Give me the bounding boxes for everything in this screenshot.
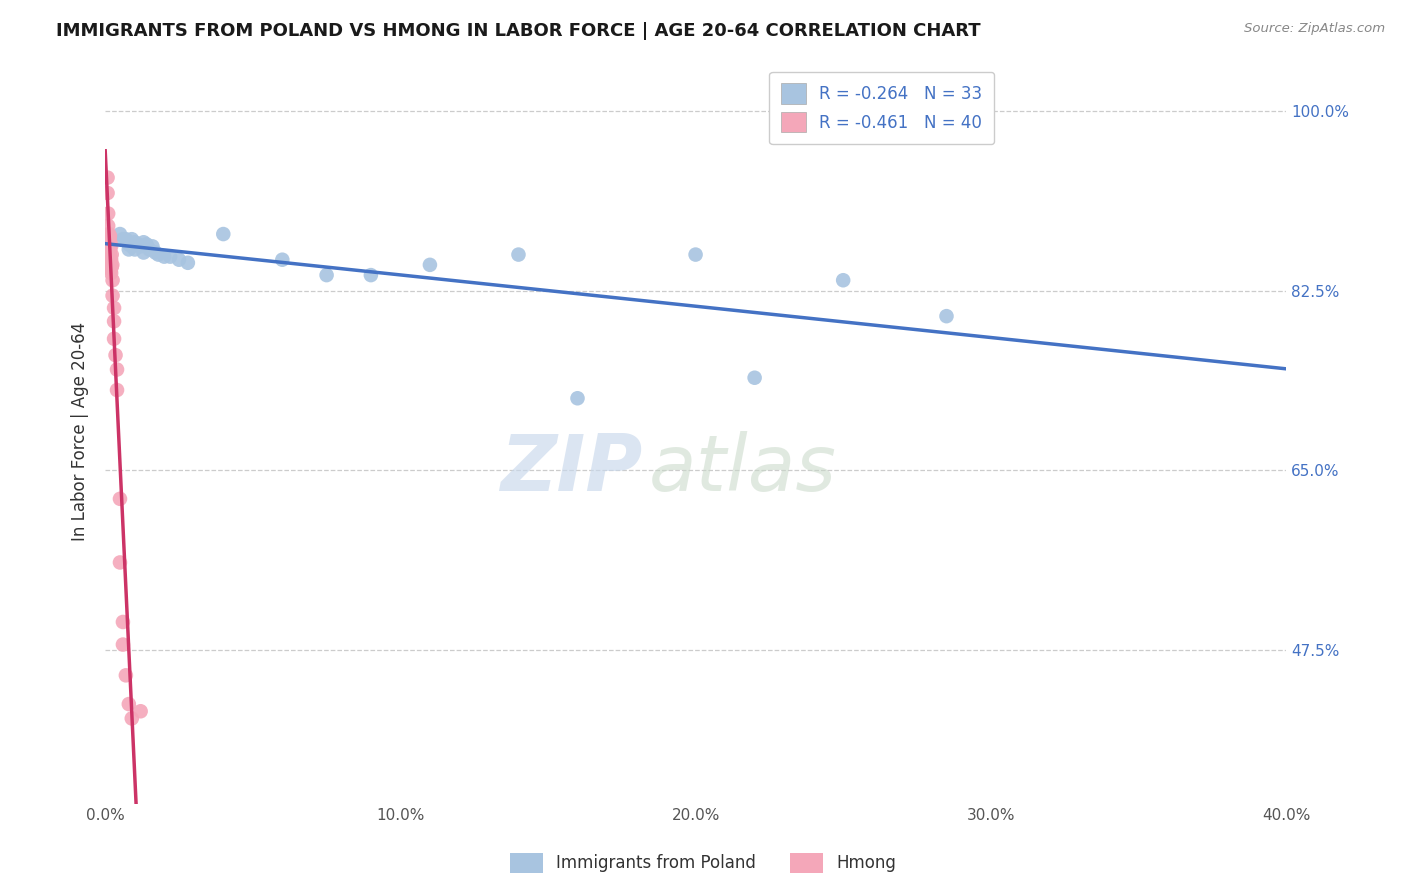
Text: Source: ZipAtlas.com: Source: ZipAtlas.com [1244, 22, 1385, 36]
Point [100, 260, 122, 274]
Point [177, 256, 200, 270]
Legend: Immigrants from Poland, Hmong: Immigrants from Poland, Hmong [503, 847, 903, 880]
Point [132, 235, 155, 250]
Point [101, 273, 124, 287]
Point [108, 227, 131, 241]
Point [111, 638, 134, 652]
Point [315, 268, 337, 282]
Point [129, 239, 152, 253]
Point [100, 237, 122, 252]
Point [100, 252, 122, 266]
Point [124, 243, 146, 257]
Point [132, 245, 155, 260]
Point [138, 243, 160, 257]
Point [159, 250, 181, 264]
Point [108, 491, 131, 506]
Text: atlas: atlas [648, 431, 837, 507]
Point [508, 247, 530, 261]
Point [98, 229, 121, 244]
Point [101, 258, 124, 272]
Point [111, 232, 134, 246]
Point [100, 239, 122, 253]
Point [100, 252, 122, 267]
Point [101, 288, 124, 302]
Point [124, 235, 146, 250]
Point [360, 268, 382, 282]
Point [98, 227, 121, 241]
Point [103, 301, 125, 315]
Point [105, 362, 128, 376]
Point [153, 250, 176, 264]
Point [103, 314, 125, 328]
Point [115, 668, 138, 682]
Point [118, 243, 141, 257]
Point [111, 615, 134, 629]
Point [685, 247, 707, 261]
Point [935, 309, 957, 323]
Point [98, 252, 121, 267]
Point [212, 227, 235, 241]
Point [100, 263, 122, 277]
Point [105, 383, 128, 397]
Point [98, 237, 121, 252]
Point [97, 170, 120, 185]
Point [744, 370, 766, 384]
Point [97, 229, 120, 244]
Text: ZIP: ZIP [501, 431, 643, 507]
Point [141, 239, 163, 253]
Point [148, 247, 170, 261]
Point [103, 332, 125, 346]
Point [129, 704, 152, 718]
Point [100, 247, 122, 261]
Point [127, 237, 149, 252]
Point [271, 252, 294, 267]
Point [135, 237, 157, 252]
Y-axis label: In Labor Force | Age 20-64: In Labor Force | Age 20-64 [72, 322, 89, 541]
Point [98, 250, 121, 264]
Point [167, 252, 190, 267]
Point [108, 556, 131, 570]
Point [97, 237, 120, 252]
Point [98, 235, 121, 250]
Point [104, 348, 127, 362]
Point [115, 232, 138, 246]
Point [98, 243, 121, 257]
Point [832, 273, 855, 287]
Point [419, 258, 441, 272]
Point [97, 219, 120, 233]
Point [98, 245, 121, 260]
Point [98, 229, 121, 244]
Text: IMMIGRANTS FROM POLAND VS HMONG IN LABOR FORCE | AGE 20-64 CORRELATION CHART: IMMIGRANTS FROM POLAND VS HMONG IN LABOR… [56, 22, 981, 40]
Point [121, 232, 143, 246]
Point [97, 186, 120, 200]
Point [100, 266, 122, 280]
Point [121, 711, 143, 725]
Point [118, 237, 141, 252]
Point [121, 239, 143, 253]
Point [145, 245, 167, 260]
Legend: R = -0.264   N = 33, R = -0.461   N = 40: R = -0.264 N = 33, R = -0.461 N = 40 [769, 71, 994, 144]
Point [97, 206, 120, 220]
Point [567, 391, 589, 405]
Point [118, 697, 141, 711]
